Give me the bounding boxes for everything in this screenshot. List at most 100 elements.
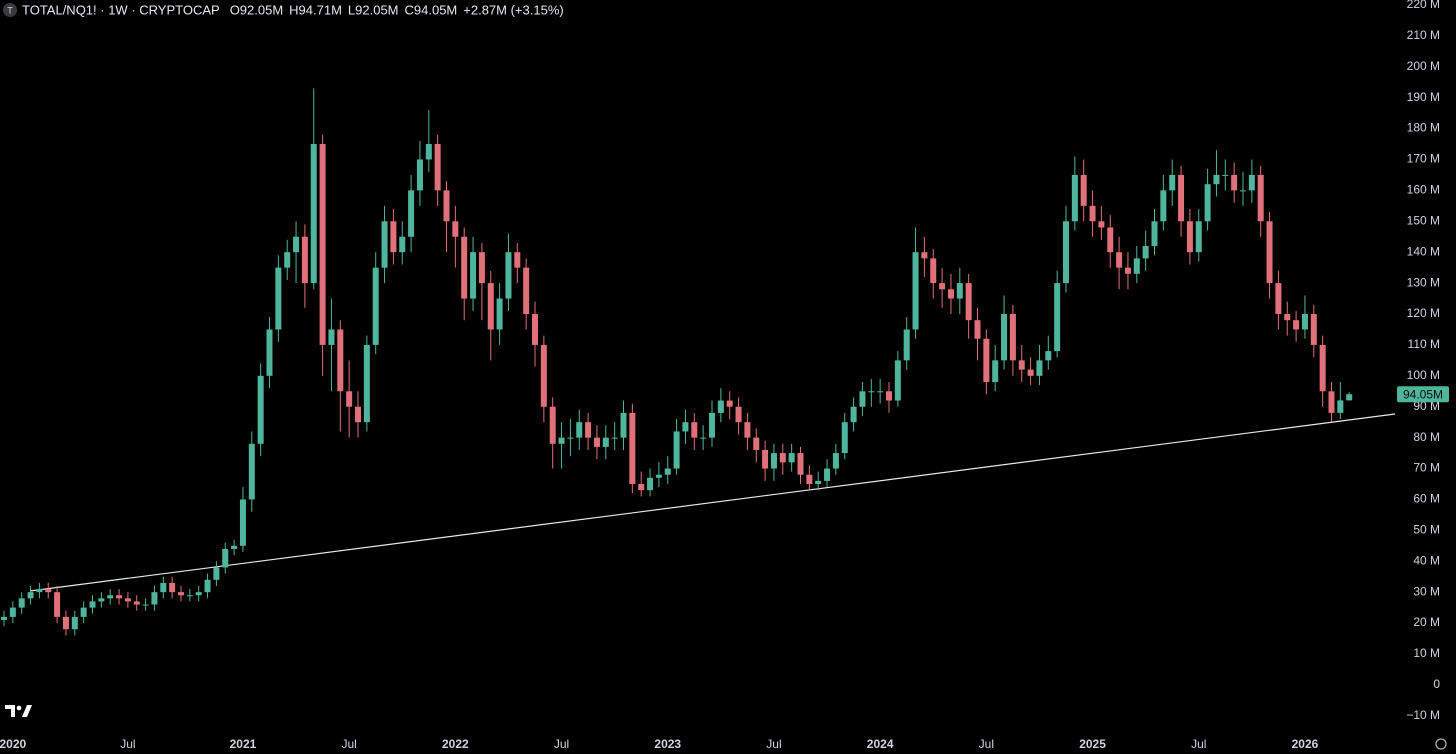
candle-body xyxy=(1018,360,1025,370)
symbol-icon[interactable] xyxy=(3,3,17,17)
candle-body xyxy=(1027,369,1034,376)
candle-body xyxy=(1204,184,1211,222)
y-tick-label: 0 xyxy=(1433,677,1440,691)
x-tick-label: Jul xyxy=(341,737,356,751)
candle-body xyxy=(1142,246,1149,259)
y-tick-label: 140 M xyxy=(1407,244,1440,258)
candle-body xyxy=(310,144,317,284)
candle-body xyxy=(567,437,574,439)
last-price-label: 94.05M xyxy=(1403,387,1443,401)
x-tick-label: Jul xyxy=(979,737,994,751)
candle-body xyxy=(160,582,167,593)
candle-body xyxy=(381,221,388,268)
candle-body xyxy=(1169,174,1176,191)
y-tick-label: 90 M xyxy=(1413,399,1440,413)
candle-body xyxy=(947,289,954,299)
candle-body xyxy=(275,267,282,330)
candle-body xyxy=(487,283,494,330)
candle-body xyxy=(1284,314,1291,321)
candle-body xyxy=(169,582,176,593)
candle-body xyxy=(1045,351,1052,361)
candle-body xyxy=(452,221,459,237)
candle-body xyxy=(390,221,397,253)
candle-body xyxy=(293,236,300,253)
candle-body xyxy=(815,480,822,484)
candle-body xyxy=(1266,221,1273,284)
candle-body xyxy=(98,598,105,602)
y-tick-label: 130 M xyxy=(1407,275,1440,289)
candle-body xyxy=(965,283,972,321)
y-tick-label: 60 M xyxy=(1413,492,1440,506)
candle-body xyxy=(505,252,512,299)
candle-body xyxy=(1063,221,1069,284)
candle-body xyxy=(408,190,415,237)
candle-body xyxy=(496,298,503,330)
candle-body xyxy=(1054,283,1061,352)
candle-body xyxy=(602,437,609,447)
candle-body xyxy=(1098,221,1105,228)
candle-body xyxy=(585,422,592,438)
last-price-tag xyxy=(1397,386,1449,403)
legend-item: H94.71M xyxy=(289,2,342,17)
x-tick-label: Jul xyxy=(554,737,569,751)
x-tick-label: Jul xyxy=(766,737,781,751)
y-tick-label: 220 M xyxy=(1407,0,1440,11)
candle-body xyxy=(62,616,69,630)
candle-body xyxy=(744,422,751,438)
candle-body xyxy=(222,548,229,568)
candle-body xyxy=(779,453,786,463)
candle-body xyxy=(89,601,96,608)
candle-body xyxy=(1071,174,1078,222)
candle-body xyxy=(523,267,530,315)
y-tick-label: 160 M xyxy=(1407,183,1440,197)
legend-item: C94.05M xyxy=(405,2,458,17)
candle-body xyxy=(372,267,379,345)
candle-body xyxy=(709,412,715,438)
candle-body xyxy=(470,252,477,299)
candle-body xyxy=(54,592,61,617)
x-tick-label: 2022 xyxy=(442,737,469,751)
candle-body xyxy=(1293,320,1300,330)
settings-icon[interactable] xyxy=(1435,738,1447,750)
candle-body xyxy=(27,592,34,599)
candle-body xyxy=(231,545,238,549)
y-tick-label: 210 M xyxy=(1407,28,1440,42)
candle-body xyxy=(1186,221,1193,253)
candle-body xyxy=(1319,344,1326,392)
candle-body xyxy=(593,437,600,447)
trend-line xyxy=(29,413,1396,592)
y-tick-label: 50 M xyxy=(1413,523,1440,537)
candle-body xyxy=(1222,174,1229,176)
candle-body xyxy=(266,329,273,376)
candle-body xyxy=(124,598,131,602)
candle-body xyxy=(691,422,698,438)
logo-part xyxy=(22,705,32,717)
candle-body xyxy=(647,477,654,491)
candle-body xyxy=(903,329,910,361)
candle-body xyxy=(770,453,777,469)
candle-body xyxy=(797,453,804,475)
candle-body xyxy=(1,616,7,620)
candle-body xyxy=(257,375,264,444)
candle-body xyxy=(1133,258,1140,274)
tradingview-logo xyxy=(5,705,32,717)
candle-body xyxy=(877,391,884,393)
y-tick-label: −10 M xyxy=(1406,708,1440,722)
candle-body xyxy=(71,616,78,630)
candle-body xyxy=(9,607,16,617)
y-tick-label: 10 M xyxy=(1413,646,1440,660)
candle-body xyxy=(868,391,875,393)
candle-body xyxy=(700,437,707,439)
candle-body xyxy=(762,449,769,469)
candle-body xyxy=(186,595,193,597)
candle-body xyxy=(1337,400,1344,413)
candle-body xyxy=(1107,227,1114,253)
candle-body xyxy=(735,406,742,423)
candle-body xyxy=(1257,174,1264,222)
candle-body xyxy=(116,595,123,599)
candle-body xyxy=(1240,190,1246,192)
candle-body xyxy=(478,252,485,284)
y-tick-label: 150 M xyxy=(1407,213,1440,227)
candle-body xyxy=(425,144,432,160)
